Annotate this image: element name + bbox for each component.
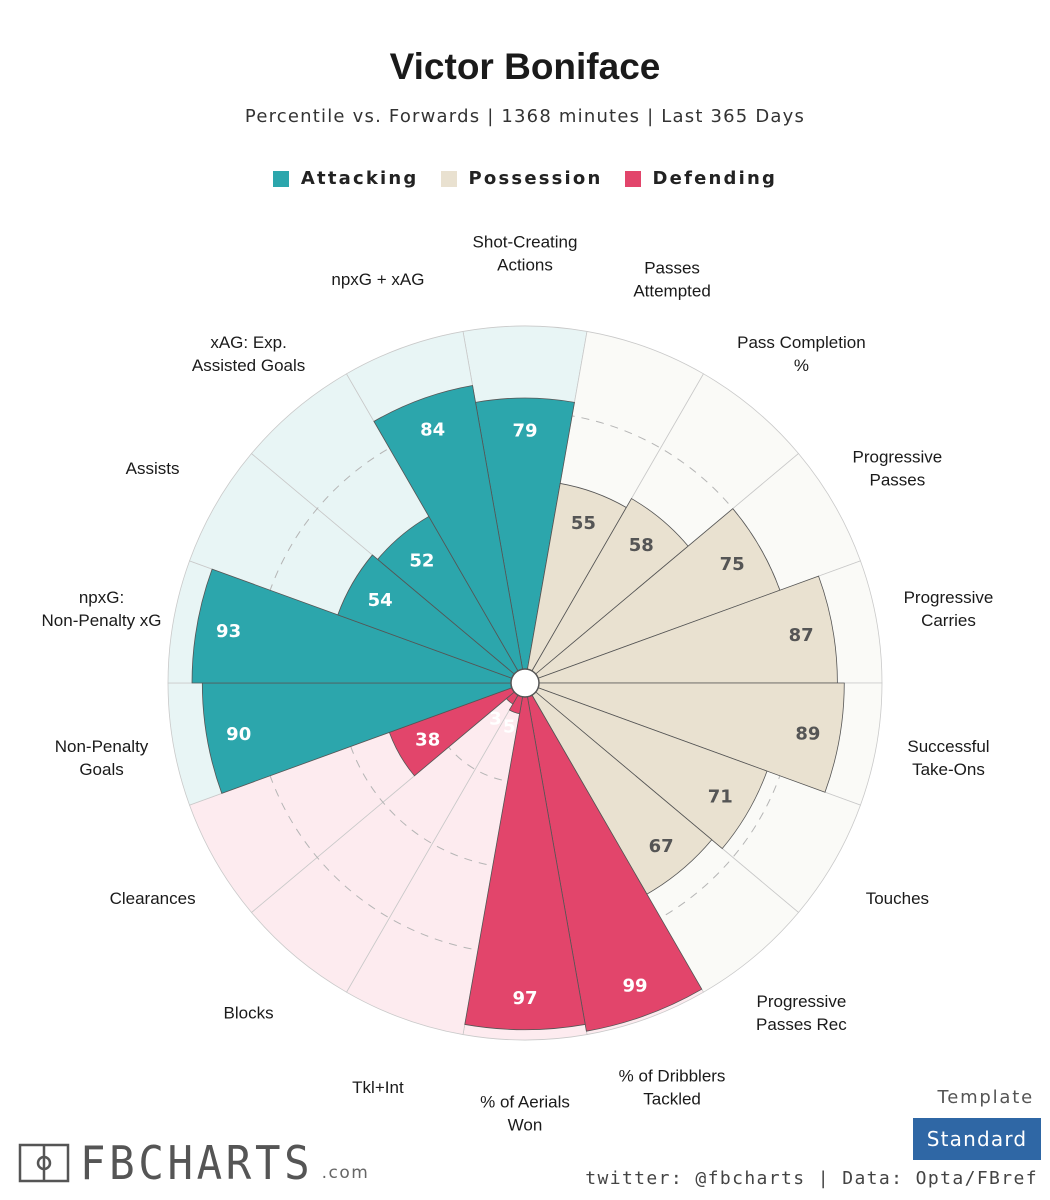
- footer-credits: twitter: @fbcharts | Data: Opta/FBref: [585, 1168, 1038, 1189]
- category-label: Progressive Carries: [904, 588, 994, 630]
- value-label: 90: [226, 724, 251, 745]
- category-label: npxG: Non-Penalty xG: [42, 588, 162, 630]
- category-label: Progressive Passes Rec: [756, 992, 847, 1034]
- value-label: 93: [216, 621, 241, 642]
- category-label: Clearances: [110, 889, 196, 908]
- legend-item-attacking: Attacking: [272, 168, 419, 189]
- value-label: 87: [789, 625, 814, 646]
- value-label: 67: [649, 836, 674, 857]
- value-label: 97: [512, 988, 537, 1009]
- value-label: 3: [489, 709, 502, 730]
- value-label: 84: [420, 420, 445, 441]
- category-label: Touches: [866, 889, 929, 908]
- category-label: Blocks: [224, 1003, 274, 1022]
- legend-item-defending: Defending: [624, 168, 778, 189]
- chart-subtitle: Percentile vs. Forwards | 1368 minutes |…: [244, 106, 806, 127]
- category-label: npxG + xAG: [331, 270, 424, 289]
- value-label: 5: [503, 717, 516, 738]
- category-label: xAG: Exp. Assisted Goals: [192, 333, 305, 375]
- template-label: Template: [937, 1087, 1034, 1108]
- logo-suffix: .com: [321, 1163, 370, 1183]
- legend-item-possession: Possession: [440, 168, 603, 189]
- value-label: 38: [415, 730, 440, 751]
- legend-label-possession: Possession: [468, 168, 603, 189]
- category-label: Passes Attempted: [633, 258, 711, 300]
- category-label: Progressive Passes: [853, 448, 943, 490]
- legend-label-defending: Defending: [652, 168, 778, 189]
- category-label: Pass Completion%: [737, 333, 866, 375]
- fbcharts-logo: FBCHARTS .com: [18, 1135, 370, 1190]
- category-label: Shot-Creating Actions: [473, 233, 578, 275]
- value-label: 99: [622, 976, 647, 997]
- value-label: 52: [409, 551, 434, 572]
- legend-label-attacking: Attacking: [300, 168, 419, 189]
- category-label: Tkl+Int: [352, 1078, 404, 1097]
- value-label: 75: [720, 554, 745, 575]
- value-label: 89: [795, 723, 820, 744]
- logo-text: FBCHARTS: [80, 1136, 314, 1190]
- chart-title: Victor Boniface: [389, 46, 661, 87]
- value-label: 71: [708, 786, 733, 807]
- category-label: % of Dribblers Tackled: [619, 1067, 726, 1109]
- category-label: Assists: [126, 459, 180, 478]
- legend-swatch-possession: [440, 170, 457, 187]
- legend-swatch-defending: [624, 170, 641, 187]
- legend-swatch-attacking: [272, 170, 289, 187]
- category-label: Successful Take-Ons: [907, 737, 989, 779]
- value-label: 58: [629, 535, 654, 556]
- template-standard-button[interactable]: Standard: [913, 1118, 1041, 1160]
- legend: Attacking Possession Defending: [0, 168, 1050, 189]
- pitch-icon: [18, 1143, 70, 1183]
- center-circle: [510, 668, 540, 698]
- value-label: 55: [571, 513, 596, 534]
- category-label: Non-Penalty Goals: [55, 737, 149, 779]
- value-label: 79: [512, 421, 537, 442]
- value-label: 54: [368, 590, 393, 611]
- category-label: % of Aerials Won: [480, 1093, 570, 1135]
